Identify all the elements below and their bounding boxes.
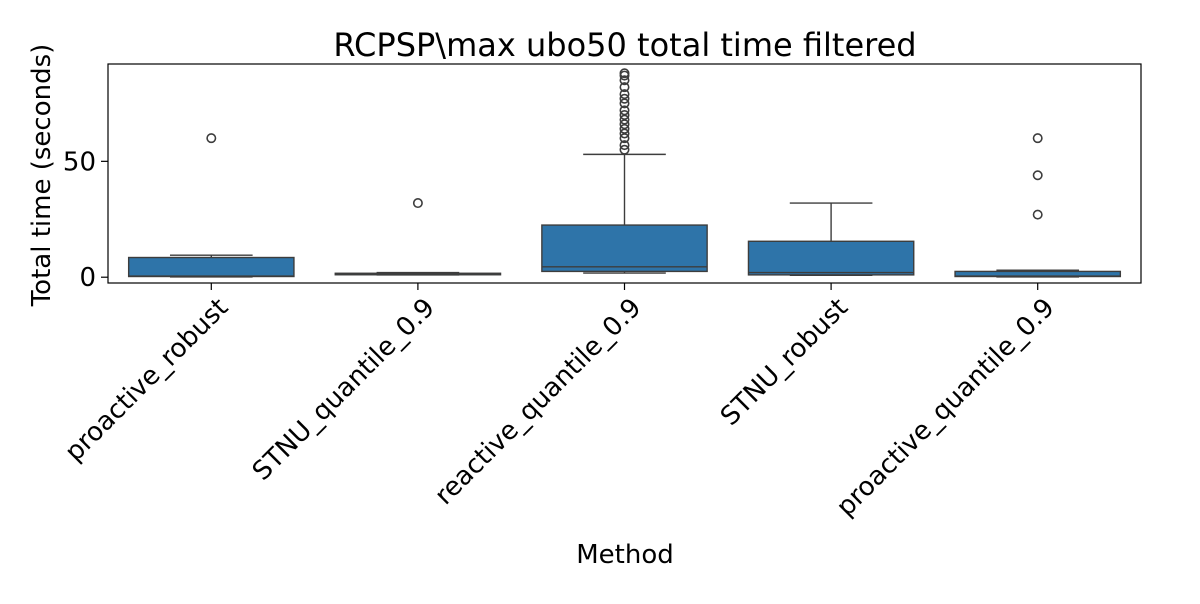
box-0 xyxy=(127,256,295,278)
x-axis-label: Method xyxy=(576,540,674,570)
outlier-point xyxy=(1032,170,1043,181)
y-tick-label: 0 xyxy=(79,263,96,293)
outlier-point xyxy=(619,82,630,93)
outlier-point xyxy=(619,93,630,104)
plot-area: 0 50 proactive_robust STNU_quantile_0.9reac… xyxy=(59,63,1142,523)
outlier-point xyxy=(619,123,630,134)
outlier-point xyxy=(619,114,630,125)
outlier-point xyxy=(619,75,630,86)
outlier-point xyxy=(1032,133,1043,144)
y-tick-label: 50 xyxy=(63,147,96,177)
x-tick-label: STNU_quantile_0.9 xyxy=(247,293,441,487)
outlier-point xyxy=(619,68,630,79)
outlier-point xyxy=(412,198,423,209)
box-2 xyxy=(541,224,708,273)
outlier-point xyxy=(619,128,630,139)
outlier-point xyxy=(619,133,630,144)
outlier-point xyxy=(619,119,630,130)
outlier-point xyxy=(619,144,630,155)
outlier-point xyxy=(619,89,630,100)
outlier-point xyxy=(619,105,630,116)
chart-title: RCPSP\max ubo50 total time filtered xyxy=(333,26,916,64)
outlier-point xyxy=(206,133,217,144)
outlier-point xyxy=(619,140,630,151)
outlier-point xyxy=(619,109,630,120)
outlier-point xyxy=(1032,209,1043,220)
x-tick-label: STNU_robust xyxy=(715,293,854,432)
outlier-point xyxy=(619,98,630,109)
x-tick-label: proactive_quantile_0.9 xyxy=(831,293,1061,523)
box-3 xyxy=(747,240,915,276)
y-axis-label: Total time (seconds) xyxy=(27,44,57,308)
x-tick-label: proactive_robust xyxy=(59,293,234,468)
x-tick-label: reactive_quantile_0.9 xyxy=(429,293,647,511)
